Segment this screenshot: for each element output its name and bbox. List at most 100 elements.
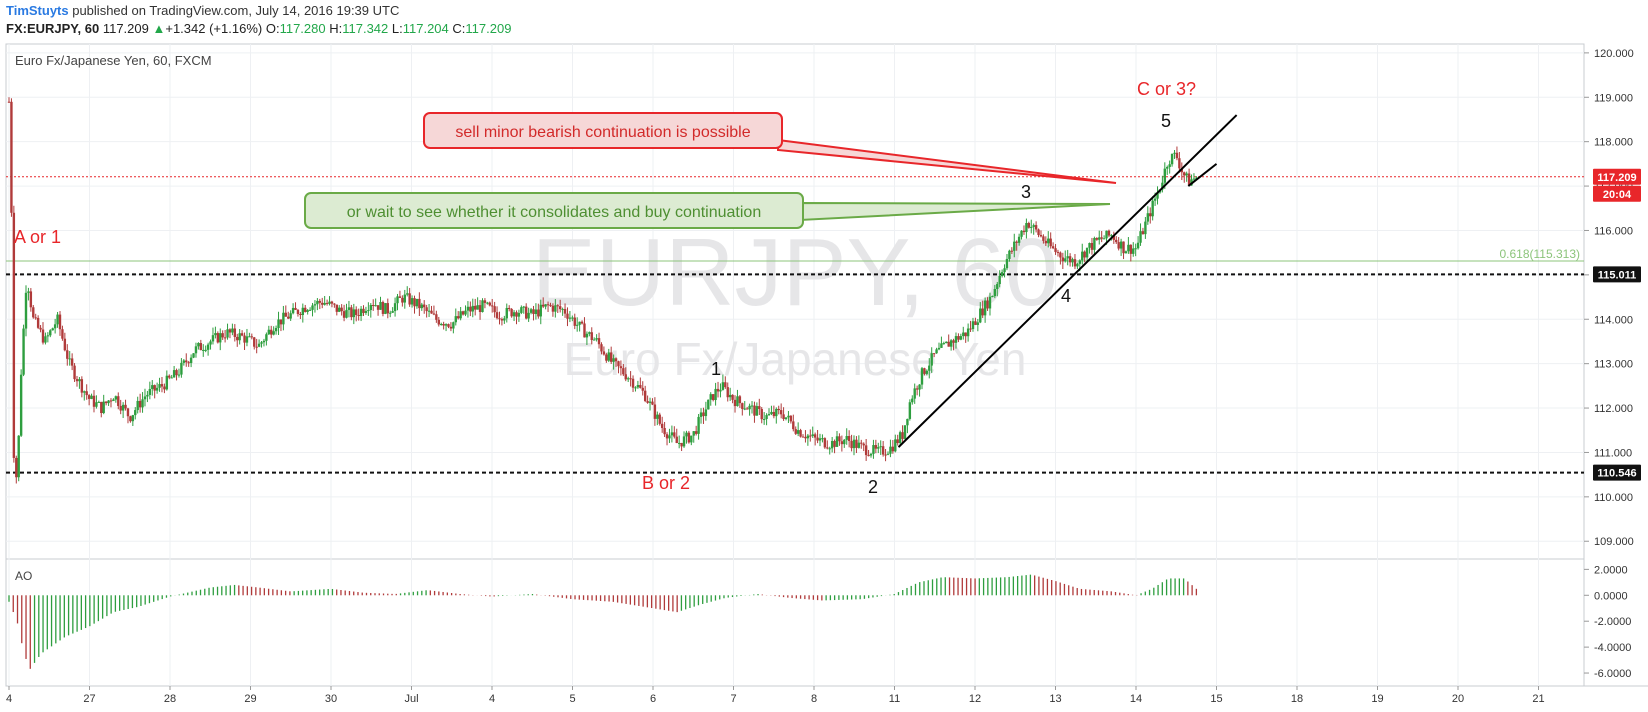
candle-body [1122,241,1125,254]
candle-body [141,399,144,408]
candle-body [600,344,603,352]
candle-body [818,438,822,441]
price-badge [1593,266,1641,283]
wave-2-label: 2 [868,477,878,497]
candle-body [624,374,627,380]
candle-body [495,312,499,319]
candle-body [634,387,637,389]
short-trend-line[interactable] [1187,163,1218,187]
candle-body [384,303,387,314]
candle-body [697,416,700,434]
time-tick-label: 4 [489,693,495,705]
candle-body [1010,250,1014,252]
candle-body [976,322,980,325]
candle-body [658,414,661,424]
candle-body [316,300,319,305]
candle-body [928,365,931,371]
candle-body [1146,213,1150,222]
candle-body [1168,164,1171,167]
time-tick-label: 12 [969,693,981,705]
candle-body [29,291,33,308]
candle-body [935,349,938,354]
candle-body [1144,221,1147,235]
candle-body [748,405,751,410]
candle-body [27,291,30,293]
buy-callout-box[interactable] [304,192,804,229]
candle-body [575,324,579,326]
candle-body [469,306,472,312]
candle-body [226,329,229,338]
candle-body [568,317,572,319]
candle-body [240,333,244,336]
candle-body [923,368,926,374]
candle-body [413,298,416,307]
candle-body [1000,272,1004,276]
candle-body [199,343,203,351]
candle-body [782,414,785,420]
candle-body [1030,226,1033,228]
countdown-badge [1593,185,1641,202]
candle-body [119,405,122,411]
candle-body [957,336,960,340]
candle-body [629,378,632,380]
candle-body [185,360,188,363]
candle-body [1090,242,1094,250]
candle-body [66,350,69,359]
candle-body [1064,258,1067,262]
candle-body [1136,242,1140,249]
candle-body [767,414,771,416]
candle-body [83,391,86,393]
candle-body [874,445,878,449]
price-badges: 117.209 20:04 115.011 110.546 [1593,168,1641,481]
candle-body [90,395,93,399]
candle-body [1015,241,1018,243]
candle-body [70,358,74,366]
candle-body [991,296,994,298]
candle-body [321,302,324,305]
candle-body [1195,177,1198,179]
candle-body [355,309,358,315]
candle-body [549,305,552,307]
candle-body [636,385,640,388]
candle-body [760,408,763,420]
candle-body [347,307,351,310]
candle-body [930,353,933,366]
candle-body [592,339,596,341]
candle-body [153,385,156,391]
candle-body [245,336,249,343]
author-link[interactable]: TimStuyts [6,3,69,18]
candle-body [301,307,305,316]
candle-body [449,326,453,329]
candle-body [733,399,737,407]
candle-body [253,337,256,347]
candle-body [53,324,57,329]
candle-body [102,401,105,414]
candle-body [1102,238,1106,240]
candle-body [313,304,317,306]
candle-body [78,379,81,382]
candle-body [694,431,698,434]
time-tick-label: 21 [1532,693,1544,705]
ao-pane-frame [5,558,1585,687]
candle-body [505,307,508,319]
candle-body [1098,237,1101,240]
trend-line[interactable] [897,114,1238,448]
candle-body [425,307,428,312]
candle-body [381,302,385,314]
candle-body [1134,248,1137,250]
candle-body [881,446,885,455]
candle-body [1022,230,1026,233]
candle-body [328,301,331,304]
time-tick-label: 15 [1210,693,1222,705]
candle-body [459,311,462,319]
time-tick-label: 28 [164,693,176,705]
candle-body [287,316,290,319]
candle-body [651,401,654,405]
candle-body [359,308,363,317]
candle-body [442,323,445,326]
candle-body [107,400,110,404]
candle-body [1093,238,1096,250]
sell-callout-box[interactable] [423,112,783,149]
candle-body [39,327,42,330]
